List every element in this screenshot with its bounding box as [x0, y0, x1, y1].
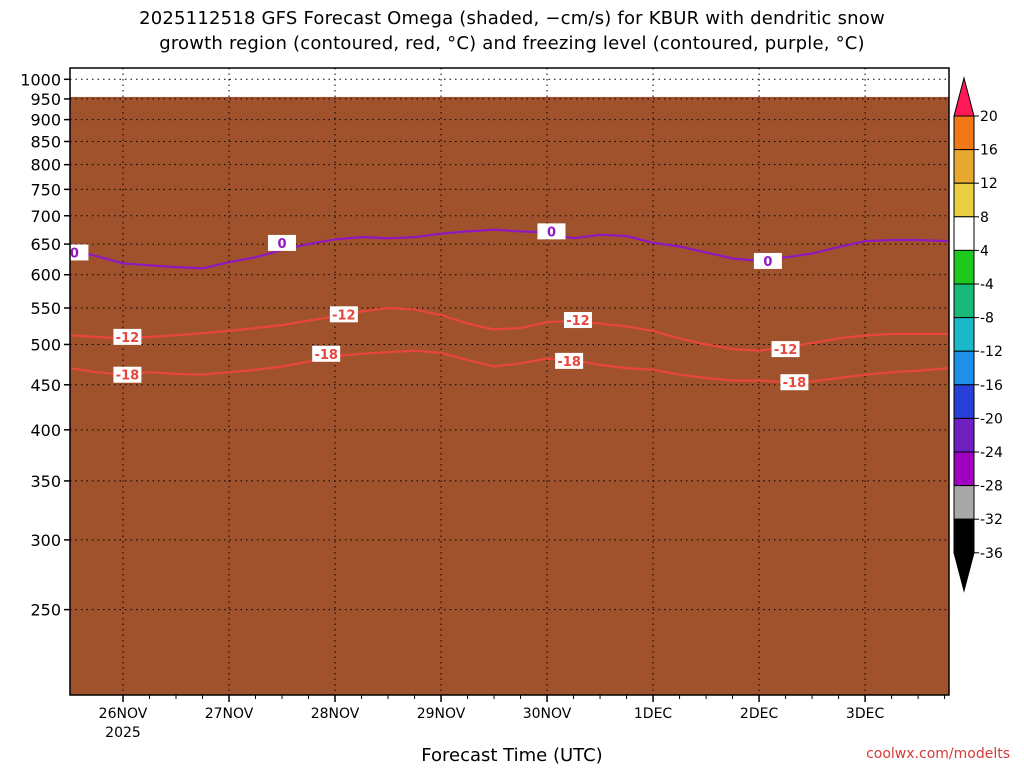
colorbar-bottom-arrow — [953, 552, 975, 593]
colorbar-label-6: -8 — [980, 311, 994, 327]
colorbar-swatch-3 — [953, 216, 975, 251]
contour-label-6: -12 — [566, 314, 590, 329]
contour-label-1: -18 — [314, 348, 338, 363]
colorbar-label-11: -28 — [980, 479, 1003, 495]
colorbar-swatch-8 — [953, 384, 975, 419]
colorbar-swatch-4 — [953, 249, 975, 285]
y-tick-label-250: 250 — [30, 601, 61, 620]
contour-label-5: -12 — [332, 308, 356, 323]
colorbar-swatch-5 — [953, 283, 975, 319]
colorbar: 20 16 12 8 4 -4 -8 -12 -16 -20 -24 -28 -32 -36 — [953, 76, 1003, 593]
colorbar-swatch-11 — [953, 485, 975, 520]
y-tick-label-850: 850 — [30, 132, 61, 151]
contour-label-11: 0 — [763, 255, 772, 270]
contour-label-bg-2 — [555, 352, 584, 369]
x-tick-label-144: 2DEC — [740, 706, 779, 722]
colorbar-swatch-1 — [953, 149, 975, 184]
contour-label-4: -12 — [116, 331, 140, 346]
contour-label-bg-3 — [780, 374, 809, 391]
x-tick-label-168: 3DEC — [846, 706, 885, 722]
y-tick-label-350: 350 — [30, 472, 61, 491]
plot-frame — [69, 67, 950, 696]
colorbar-swatch-10 — [953, 451, 975, 487]
contour-line-2 — [70, 228, 949, 270]
y-tick-label-550: 550 — [30, 299, 61, 318]
colorbar-swatch-12 — [953, 518, 975, 554]
contour-label-bg-6 — [563, 312, 592, 329]
y-tick-label-800: 800 — [30, 156, 61, 175]
x-tick-label-24: 27NOV — [205, 706, 254, 722]
contours: -18 -18 -18 -18 -12 -12 -12 -12 0 0 0 0 — [70, 223, 949, 391]
contour-label-bg-11 — [753, 252, 782, 269]
y-tick-label-600: 600 — [30, 266, 61, 285]
contour-label-bg-0 — [113, 366, 142, 383]
x-tick-label-48: 28NOV — [311, 706, 360, 722]
chart-title: 2025112518 GFS Forecast Omega (shaded, −… — [139, 8, 885, 29]
contour-label-9: 0 — [277, 237, 286, 252]
colorbar-swatch-7 — [953, 350, 975, 386]
contour-label-0: -18 — [116, 369, 140, 384]
colorbar-top-arrow — [953, 76, 975, 117]
contour-label-bg-7 — [771, 341, 800, 358]
contour-label-bg-8 — [70, 244, 89, 261]
y-tick-label-650: 650 — [30, 235, 61, 254]
credit-link[interactable]: coolwx.com/modelts — [866, 746, 1010, 762]
colorbar-label-9: -20 — [980, 411, 1003, 427]
colorbar-label-12: -32 — [980, 512, 1003, 528]
contour-label-bg-1 — [312, 345, 341, 362]
y-tick-label-400: 400 — [30, 421, 61, 440]
contour-label-7: -12 — [774, 343, 798, 358]
colorbar-label-13: -36 — [980, 546, 1003, 562]
colorbar-label-1: 16 — [980, 143, 998, 159]
y-tick-label-500: 500 — [30, 335, 61, 354]
x-axis: 26NOV 2025 27NOV 28NOV 29NOV 30NOV 1DEC 2DEC 3DE… — [99, 695, 946, 741]
contour-label-bg-4 — [113, 328, 142, 345]
colorbar-label-5: -4 — [980, 277, 994, 293]
x-tick-label-120: 1DEC — [634, 706, 673, 722]
y-tick-label-750: 750 — [30, 180, 61, 199]
colorbar-label-2: 12 — [980, 176, 998, 192]
y-tick-label-300: 300 — [30, 531, 61, 550]
x-tick-label-0: 26NOV — [99, 706, 148, 722]
y-tick-label-900: 900 — [30, 111, 61, 130]
colorbar-label-8: -16 — [980, 378, 1003, 394]
colorbar-label-4: 4 — [980, 243, 989, 259]
colorbar-label-0: 20 — [980, 109, 998, 125]
colorbar-swatch-6 — [953, 317, 975, 352]
chart-subtitle: growth region (contoured, red, °C) and f… — [159, 33, 865, 54]
y-tick-label-950: 950 — [30, 90, 61, 109]
contour-label-2: -18 — [557, 355, 581, 370]
x-tick-sublabel-0: 2025 — [105, 725, 141, 741]
contour-label-bg-10 — [537, 223, 566, 240]
colorbar-label-3: 8 — [980, 210, 989, 226]
y-tick-label-700: 700 — [30, 207, 61, 226]
contour-label-8: 0 — [70, 246, 79, 261]
colorbar-label-10: -24 — [980, 445, 1003, 461]
contour-label-3: -18 — [783, 376, 807, 391]
ground-surface — [70, 96, 949, 695]
colorbar-swatch-9 — [953, 417, 975, 453]
contour-label-bg-5 — [329, 306, 358, 323]
contour-label-10: 0 — [547, 225, 556, 240]
x-axis-label: Forecast Time (UTC) — [421, 745, 603, 766]
colorbar-swatch-2 — [953, 182, 975, 218]
x-tick-label-96: 30NOV — [523, 706, 572, 722]
y-axis: 250 300 350 400 450 500 550 600 650 700 750 800 850 9… — [20, 70, 70, 620]
colorbar-label-7: -12 — [980, 344, 1003, 360]
y-tick-label-1000: 1000 — [20, 70, 61, 89]
colorbar-swatch-0 — [953, 115, 975, 151]
x-tick-label-72: 29NOV — [417, 706, 466, 722]
y-tick-label-450: 450 — [30, 376, 61, 395]
contour-label-bg-9 — [268, 234, 297, 251]
